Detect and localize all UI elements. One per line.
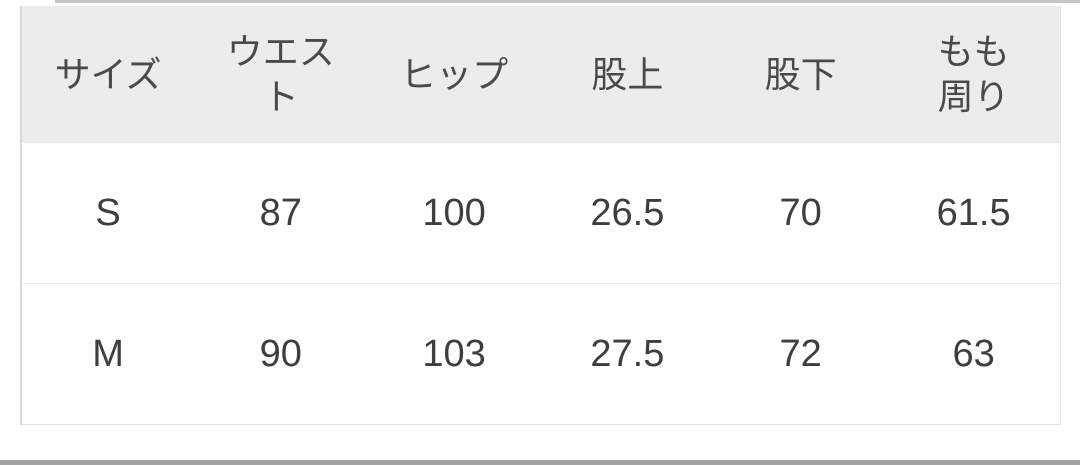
top-edge-line (55, 0, 1080, 3)
column-header-thigh: もも 周り (887, 6, 1061, 143)
cell-m-waist: 90 (194, 283, 368, 425)
column-header-rise: 股上 (540, 6, 715, 143)
size-chart-body: S 87 100 26.5 70 61.5 M 90 103 27.5 72 6… (21, 142, 1061, 425)
cell-s-rise: 26.5 (540, 142, 715, 284)
size-chart-header: サイズ ウエス ト ヒップ 股上 股下 もも 周り (21, 6, 1061, 143)
column-header-waist: ウエス ト (194, 6, 368, 143)
cell-s-inseam: 70 (714, 142, 888, 284)
size-chart-table: サイズ ウエス ト ヒップ 股上 股下 もも 周り S 87 100 26.5 … (20, 6, 1061, 425)
column-header-inseam: 股下 (714, 6, 888, 143)
table-row-size-m: M 90 103 27.5 72 63 (21, 283, 1061, 425)
cell-m-hip: 103 (367, 283, 541, 425)
bottom-edge-bar (0, 460, 1080, 465)
cell-s-hip: 100 (367, 142, 541, 284)
header-row: サイズ ウエス ト ヒップ 股上 股下 もも 周り (21, 6, 1061, 143)
cell-m-thigh: 63 (887, 283, 1061, 425)
cell-m-inseam: 72 (714, 283, 888, 425)
column-header-size: サイズ (21, 6, 195, 143)
cell-s-thigh: 61.5 (887, 142, 1061, 284)
table-row-size-s: S 87 100 26.5 70 61.5 (21, 142, 1061, 284)
cell-m-size: M (21, 283, 195, 425)
cell-s-waist: 87 (194, 142, 368, 284)
cell-s-size: S (21, 142, 195, 284)
column-header-hip: ヒップ (367, 6, 541, 143)
cell-m-rise: 27.5 (540, 283, 715, 425)
